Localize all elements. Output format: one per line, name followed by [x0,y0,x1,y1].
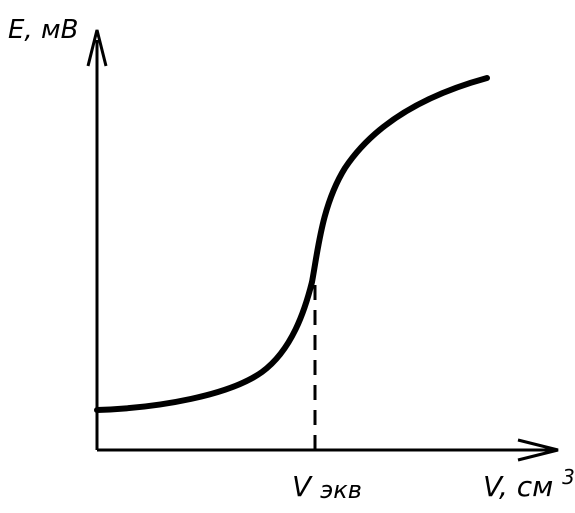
x-axis-label-text: V, см [483,470,553,503]
equivalence-label-subscript: экв [320,476,362,504]
y-axis-label: E, мВ [8,15,78,45]
equivalence-volume-label: V экв [292,470,362,504]
x-axis-label-superscript: 3 [562,465,575,489]
x-axis-label: V, см 3 [483,465,575,503]
equivalence-label-main: V [292,470,313,503]
x-axis-arrowhead [517,438,559,462]
y-axis [86,29,108,450]
y-axis-arrowhead [86,29,108,67]
x-axis [97,438,559,462]
titration-curve [94,75,490,413]
